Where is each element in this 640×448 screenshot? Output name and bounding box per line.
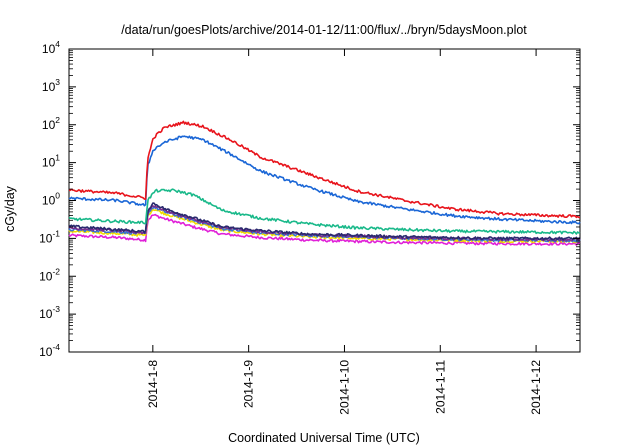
y-tick-label: 10-2 [39,266,60,283]
y-tick-base: 10 [39,345,53,359]
y-tick-exponent: -3 [52,304,60,314]
y-tick-label: 10-4 [39,342,60,359]
y-tick-label: 101 [42,153,60,170]
y-tick-base: 10 [42,156,56,170]
series-line-4 [68,202,581,241]
series-line-8 [68,213,581,246]
x-tick-label: 2014-1-11 [433,360,447,414]
series-line-1 [68,120,580,219]
y-tick-base: 10 [42,80,56,94]
y-tick-exponent: 4 [55,39,60,49]
x-tick-label: 2014-1-12 [529,360,543,415]
y-tick-exponent: 2 [55,115,60,125]
y-tick-base: 10 [42,194,56,208]
series-line-3 [68,188,581,235]
y-tick-base: 10 [42,42,56,56]
y-tick-exponent: -4 [52,342,60,352]
x-tick-label: 2014-1-10 [337,360,351,415]
y-tick-exponent: -2 [52,266,60,276]
y-tick-exponent: -1 [52,228,60,238]
y-tick-exponent: 0 [55,191,60,201]
x-axis-label: Coordinated Universal Time (UTC) [228,431,420,445]
series-layer [68,120,581,246]
y-tick-exponent: 1 [55,153,60,163]
y-tick-label: 10-1 [39,228,60,245]
x-tick-label: 2014-1-8 [146,360,160,408]
y-tick-base: 10 [39,307,53,321]
y-tick-exponent: 3 [55,77,60,87]
y-tick-label: 104 [42,39,60,56]
y-tick-label: 103 [42,77,60,94]
y-tick-label: 100 [42,191,60,208]
x-tick-label: 2014-1-9 [242,360,256,408]
y-tick-label: 10-3 [39,304,60,321]
series-line-2 [68,135,581,225]
chart-title: /data/run/goesPlots/archive/2014-01-12/1… [121,23,527,37]
y-axis-label: cGy/day [3,185,17,232]
y-tick-base: 10 [42,118,56,132]
x-axis: 2014-1-8 2014-1-9 2014-1-10 2014-1-11 2014-1… [146,49,543,415]
y-tick-label: 102 [42,115,60,132]
y-tick-base: 10 [39,231,53,245]
y-tick-base: 10 [39,269,53,283]
